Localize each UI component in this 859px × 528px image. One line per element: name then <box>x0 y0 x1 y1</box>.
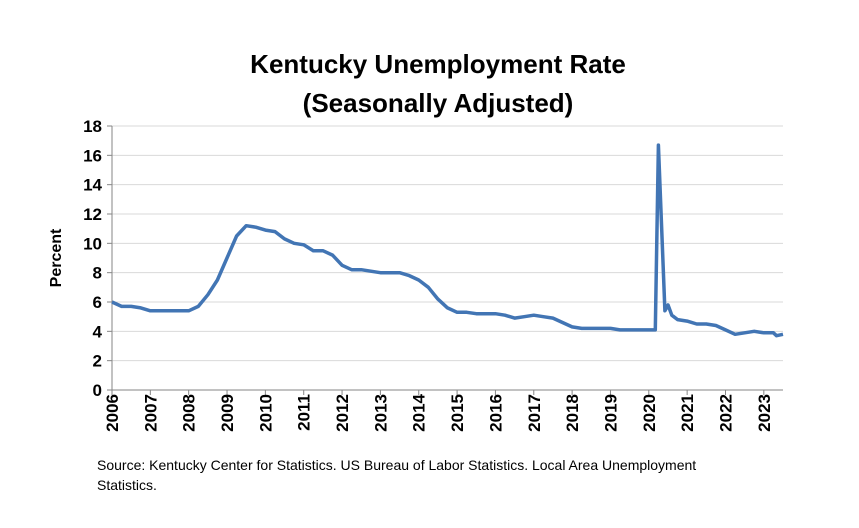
y-tick-label: 2 <box>93 352 102 371</box>
series-line <box>111 143 784 338</box>
y-tick-label: 16 <box>83 146 102 165</box>
x-tick-label: 2007 <box>141 394 160 432</box>
x-tick-label: 2016 <box>486 394 505 432</box>
chart-title-line-1: Kentucky Unemployment Rate <box>250 49 626 79</box>
x-tick-label: 2012 <box>333 394 352 432</box>
x-tick-label: 2009 <box>218 394 237 432</box>
x-tick-label: 2017 <box>525 394 544 432</box>
x-tick-label: 2010 <box>256 394 275 432</box>
chart-title-line-2: (Seasonally Adjusted) <box>303 88 574 118</box>
x-tick-label: 2011 <box>295 394 314 431</box>
x-tick-label: 2020 <box>640 394 659 432</box>
y-tick-label: 12 <box>83 205 102 224</box>
x-tick-label: 2008 <box>180 394 199 432</box>
x-tick-label: 2021 <box>678 394 697 432</box>
x-tick-label: 2022 <box>716 394 735 432</box>
y-tick-label: 10 <box>83 234 102 253</box>
x-tick-label: 2006 <box>103 394 122 432</box>
x-tick-label: 2023 <box>755 394 774 432</box>
source-note: Source: Kentucky Center for Statistics. … <box>97 457 697 493</box>
x-tick-label: 2014 <box>410 393 429 431</box>
y-tick-label: 14 <box>83 176 102 195</box>
y-tick-label: 8 <box>93 264 102 283</box>
y-tick-label: 0 <box>93 381 102 400</box>
y-axis-label: Percent <box>48 228 65 287</box>
y-tick-label: 4 <box>93 322 103 341</box>
x-tick-label: 2013 <box>371 394 390 432</box>
x-tick-label: 2019 <box>601 394 620 432</box>
x-tick-label: 2018 <box>563 394 582 432</box>
x-tick-label: 2015 <box>448 394 467 432</box>
y-tick-label: 18 <box>83 117 102 136</box>
y-tick-label: 6 <box>93 293 102 312</box>
